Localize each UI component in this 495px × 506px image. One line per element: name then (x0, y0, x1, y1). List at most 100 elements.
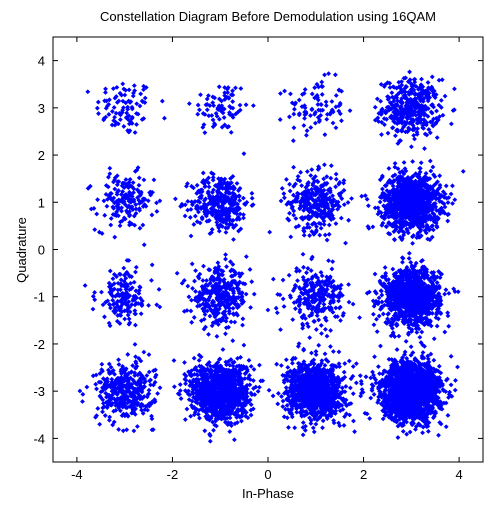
data-point (214, 113, 220, 119)
data-point (112, 122, 118, 128)
data-point (277, 117, 283, 122)
data-point (291, 125, 297, 131)
data-point (399, 79, 404, 85)
data-point (307, 233, 312, 238)
data-point (411, 87, 417, 93)
data-point (411, 83, 417, 88)
data-point (412, 100, 418, 105)
data-point (85, 89, 91, 95)
data-point (424, 92, 430, 98)
data-point (315, 189, 321, 195)
data-point (394, 196, 399, 201)
data-point (196, 209, 201, 215)
data-point (140, 222, 146, 228)
data-point (399, 128, 405, 134)
data-point (212, 95, 218, 101)
data-point (198, 92, 203, 98)
data-point (224, 86, 230, 92)
data-point (405, 230, 411, 236)
data-point (202, 209, 207, 215)
data-point (314, 81, 320, 87)
data-point (230, 190, 236, 196)
data-point (429, 110, 435, 116)
data-point (324, 180, 330, 186)
data-point (318, 212, 324, 218)
data-point (302, 112, 308, 118)
data-point (319, 92, 325, 97)
data-point (396, 79, 402, 85)
data-point (309, 91, 315, 97)
data-point (201, 122, 207, 128)
data-point (217, 217, 223, 223)
data-point (122, 192, 128, 198)
data-point (203, 196, 209, 202)
data-point (387, 85, 393, 90)
data-point (203, 178, 209, 183)
data-point (211, 197, 217, 203)
data-point (427, 130, 433, 136)
data-point (391, 98, 397, 104)
data-point (136, 175, 142, 181)
data-point (215, 222, 220, 228)
data-point (321, 176, 327, 182)
data-point (298, 203, 304, 208)
data-point (378, 81, 384, 87)
data-point (392, 103, 398, 108)
data-point (382, 122, 387, 127)
data-point (400, 228, 405, 234)
data-point (414, 131, 420, 137)
data-point (230, 114, 236, 120)
data-point (377, 199, 383, 205)
data-point (359, 193, 365, 199)
data-point (230, 105, 236, 111)
data-point (392, 164, 398, 170)
data-point (445, 200, 451, 205)
data-point (226, 206, 231, 212)
data-point (281, 191, 287, 197)
data-point (223, 199, 228, 205)
data-point (310, 176, 316, 182)
data-point (127, 222, 132, 228)
data-point (328, 199, 334, 205)
data-point (219, 124, 225, 130)
data-point (326, 222, 332, 228)
data-point (187, 215, 193, 220)
data-point (450, 201, 455, 206)
data-point (119, 205, 125, 211)
data-point (417, 94, 423, 99)
data-point (313, 211, 319, 217)
data-point (413, 83, 419, 89)
data-point (143, 203, 149, 209)
data-point (424, 122, 429, 128)
data-point (323, 200, 328, 206)
data-point (291, 183, 297, 189)
data-point (394, 95, 400, 101)
data-point (314, 224, 319, 230)
data-point (129, 194, 135, 199)
data-point (192, 213, 198, 219)
data-point (343, 240, 348, 246)
data-point (282, 195, 287, 201)
data-point (173, 196, 178, 202)
data-point (287, 114, 292, 120)
data-point (407, 69, 413, 75)
data-point (425, 113, 431, 119)
data-point (310, 203, 316, 209)
data-point (429, 223, 435, 229)
data-point (285, 200, 291, 205)
data-point (450, 108, 456, 113)
data-point (401, 75, 407, 81)
data-point (412, 109, 418, 115)
data-point (134, 167, 140, 173)
data-point (157, 198, 163, 204)
data-point (229, 200, 235, 206)
data-point (436, 102, 442, 108)
data-point (318, 225, 324, 231)
data-point (111, 205, 117, 211)
data-point (210, 171, 216, 177)
data-point (132, 130, 138, 135)
data-point (293, 197, 299, 203)
data-point (305, 182, 311, 188)
data-point (241, 215, 246, 221)
data-point (215, 208, 221, 214)
